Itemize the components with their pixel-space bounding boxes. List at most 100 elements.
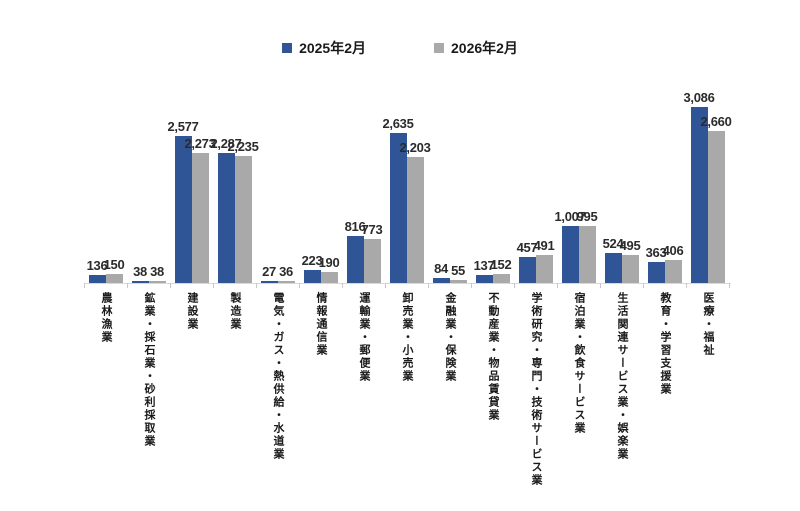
category-label: 農林漁業	[100, 292, 112, 344]
value-label: 3,086	[683, 90, 715, 106]
category-label: 製造業	[229, 292, 241, 331]
bar	[88, 275, 106, 283]
category-label: 情報通信業	[315, 292, 327, 357]
bar	[389, 132, 407, 283]
bar	[449, 279, 467, 283]
bar	[131, 280, 149, 283]
legend-item-2025: 2025年2月	[282, 38, 366, 58]
legend-item-2026: 2026年2月	[434, 38, 518, 58]
value-label: 524	[602, 236, 624, 252]
legend: 2025年2月 2026年2月	[0, 38, 800, 58]
category-label: 鉱業・採石業・砂利採取業	[143, 292, 155, 448]
bar	[492, 274, 510, 283]
value-label: 136	[86, 258, 108, 274]
axis-tick	[342, 283, 343, 288]
x-axis-line	[84, 283, 731, 284]
value-label: 457	[516, 239, 538, 255]
bar	[664, 259, 682, 283]
value-label: 84	[434, 261, 448, 277]
value-label: 137	[473, 258, 495, 274]
value-label: 491	[533, 238, 555, 253]
value-label: 55	[451, 262, 465, 278]
axis-tick	[256, 283, 257, 288]
axis-tick	[299, 283, 300, 288]
value-label: 773	[361, 221, 383, 237]
bar	[518, 256, 536, 283]
category-label: 医療・福祉	[702, 292, 714, 357]
bar	[363, 238, 381, 283]
bar	[432, 278, 450, 283]
value-label: 2,235	[227, 138, 259, 154]
bar	[647, 262, 665, 283]
value-label: 2,660	[700, 114, 732, 130]
axis-tick	[557, 283, 558, 288]
bar	[105, 274, 123, 283]
value-label: 995	[576, 209, 598, 225]
category-label: 卸売業・小売業	[401, 292, 413, 383]
bar	[260, 281, 278, 283]
value-label: 406	[662, 242, 684, 258]
value-label: 36	[279, 263, 293, 279]
axis-tick	[471, 283, 472, 288]
category-label: 宿泊業・飲食サービス業	[573, 292, 585, 435]
category-label: 生活関連サービス業・娯楽業	[616, 292, 628, 461]
value-label: 38	[150, 263, 164, 279]
bar	[475, 275, 493, 283]
legend-swatch-2026	[434, 43, 444, 53]
category-label: 金融業・保険業	[444, 292, 456, 383]
value-label: 2,203	[399, 140, 431, 156]
value-label: 152	[490, 257, 512, 273]
value-label: 363	[645, 245, 667, 261]
bar	[578, 226, 596, 283]
bar	[621, 254, 639, 283]
bar	[217, 152, 235, 283]
axis-tick	[84, 283, 85, 288]
legend-label-2025: 2025年2月	[299, 40, 366, 56]
bar	[690, 107, 708, 283]
bar	[535, 255, 553, 283]
category-label: 不動産業・物品賃貸業	[487, 292, 499, 422]
legend-swatch-2025	[282, 43, 293, 53]
category-label: 運輸業・郵便業	[358, 292, 370, 383]
bar	[320, 272, 338, 283]
legend-label-2026: 2026年2月	[451, 40, 518, 56]
value-label: 2,287	[210, 135, 242, 151]
category-label: 電気・ガス・熱供給・水道業	[272, 292, 284, 461]
axis-tick	[686, 283, 687, 288]
axis-tick	[600, 283, 601, 288]
value-label: 150	[103, 257, 125, 273]
value-label: 1,007	[554, 208, 586, 224]
bar	[707, 131, 725, 283]
axis-tick	[213, 283, 214, 288]
bar	[604, 253, 622, 283]
value-label: 223	[301, 253, 323, 269]
axis-tick	[170, 283, 171, 288]
bar	[191, 153, 209, 283]
bar	[277, 280, 295, 283]
category-label: 教育・学習支援業	[659, 292, 671, 396]
bar	[303, 270, 321, 283]
value-label: 2,635	[382, 115, 414, 131]
bar	[561, 225, 579, 283]
axis-tick	[729, 283, 730, 288]
bar	[406, 157, 424, 283]
value-label: 27	[262, 264, 276, 280]
axis-tick	[385, 283, 386, 288]
bar	[234, 155, 252, 283]
axis-tick	[127, 283, 128, 288]
bar	[346, 236, 364, 283]
value-label: 38	[133, 263, 147, 279]
value-label: 2,273	[184, 136, 216, 152]
value-label: 495	[619, 237, 641, 253]
value-label: 190	[318, 255, 340, 271]
axis-tick	[514, 283, 515, 288]
axis-tick	[428, 283, 429, 288]
axis-tick	[643, 283, 644, 288]
value-label: 2,577	[167, 119, 199, 135]
bar	[174, 136, 192, 283]
value-label: 816	[344, 219, 366, 235]
category-label: 建設業	[186, 292, 198, 331]
category-label: 学術研究・専門・技術サービス業	[530, 292, 542, 487]
